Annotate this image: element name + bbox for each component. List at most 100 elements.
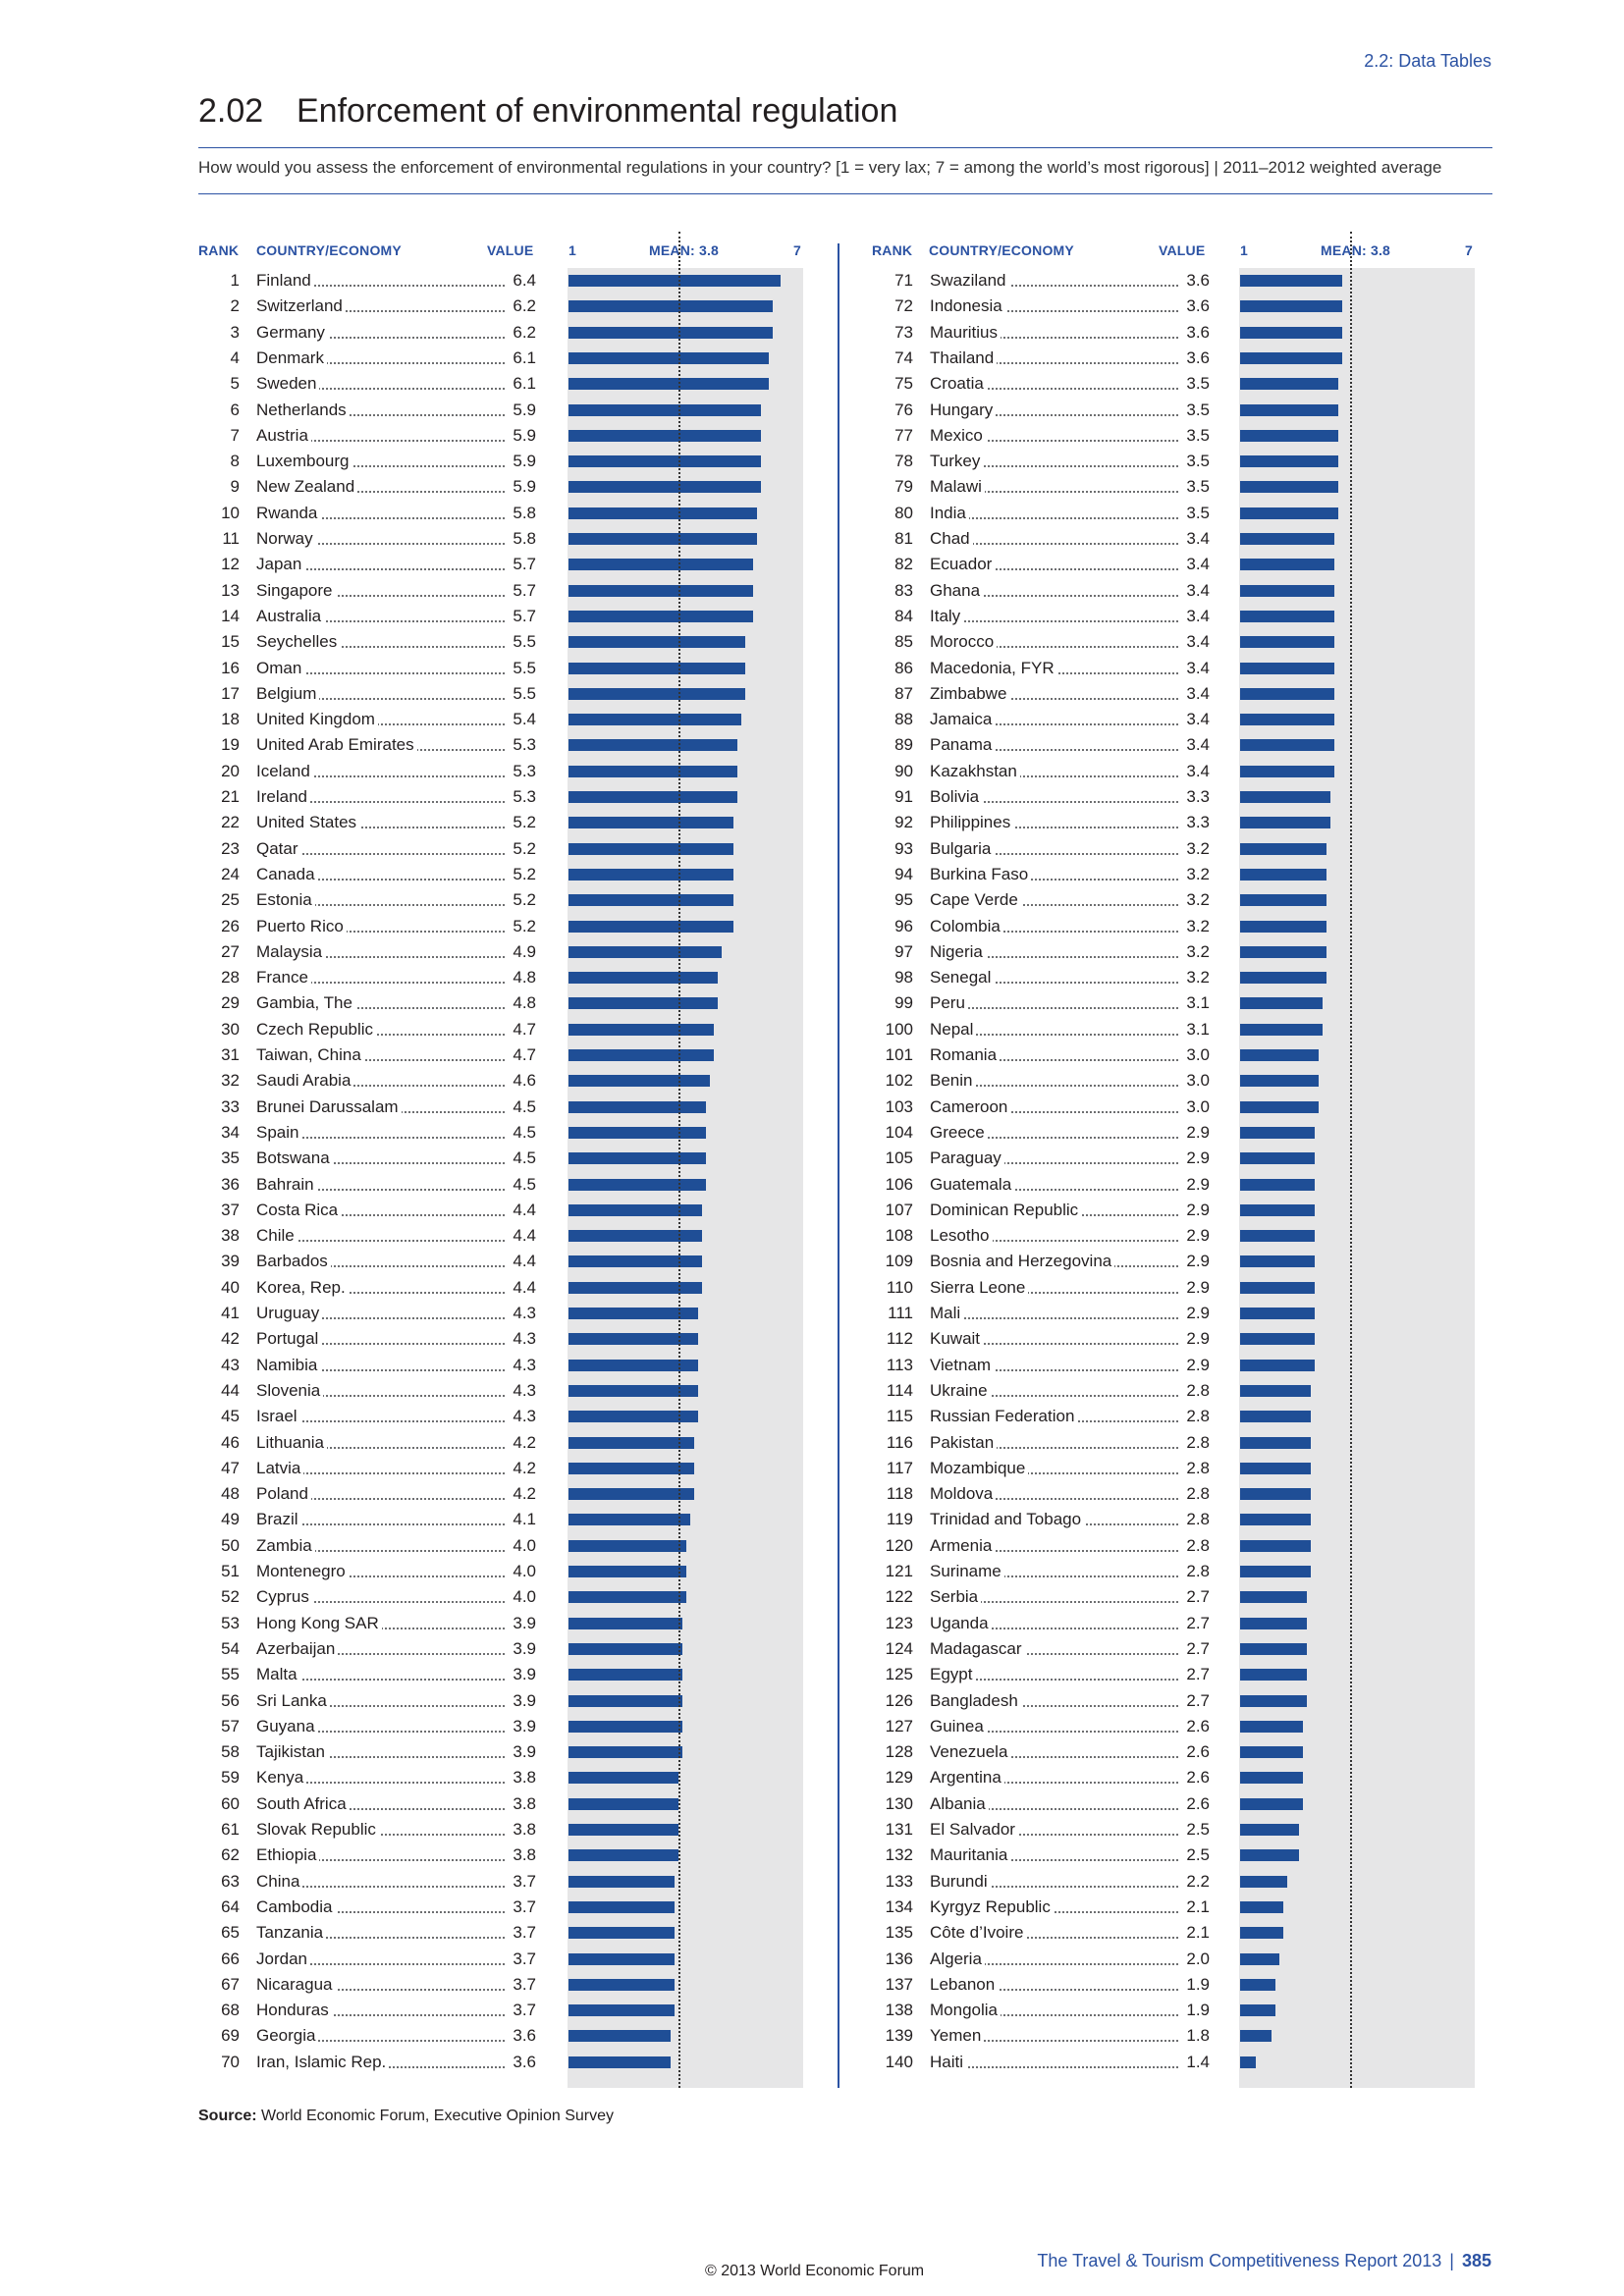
rank-cell: 74 — [894, 347, 913, 367]
value-bar — [1240, 1797, 1303, 1810]
country-cell: India — [930, 501, 1209, 526]
value-cell: 4.4 — [507, 1249, 536, 1275]
rank-cell: 58 — [221, 1742, 240, 1762]
value-bar — [568, 894, 733, 907]
table-row: 56 Sri Lanka 3.9 — [198, 1687, 804, 1714]
country-name: Netherlands — [256, 400, 350, 419]
table-row: 84 Italy 3.4 — [872, 603, 1476, 629]
dot-leader — [256, 697, 535, 700]
dot-leader — [930, 1317, 1209, 1319]
dot-leader — [256, 852, 535, 855]
value-cell: 3.5 — [1180, 422, 1210, 449]
rank-cell: 124 — [885, 1638, 913, 1658]
value-bar — [568, 1746, 682, 1759]
dot-leader — [930, 543, 1209, 545]
value-bar — [1240, 1384, 1311, 1397]
value-cell: 3.9 — [507, 1713, 536, 1739]
value-bar — [1240, 1514, 1311, 1526]
table-row: 108 Lesotho 2.9 — [872, 1223, 1476, 1250]
country-cell: Sweden — [256, 371, 535, 397]
dot-leader — [930, 2014, 1209, 2017]
value-cell: 5.5 — [507, 680, 536, 707]
country-cell: Honduras — [256, 1998, 535, 2023]
country-cell: New Zealand — [256, 474, 535, 500]
dot-leader — [256, 1394, 535, 1397]
rank-cell: 82 — [894, 555, 913, 574]
country-cell: Malaysia — [256, 939, 535, 965]
country-name: Colombia — [930, 916, 1003, 935]
value-bar — [1240, 2056, 1256, 2068]
country-name: Gambia, The — [256, 993, 355, 1013]
rank-cell: 6 — [230, 400, 240, 419]
country-name: Korea, Rep. — [256, 1277, 349, 1297]
table-row: 140 Haiti 1.4 — [872, 2049, 1476, 2075]
country-name: Ukraine — [930, 1380, 991, 1400]
country-name: Nicaragua — [256, 1974, 336, 1994]
dot-leader — [930, 1188, 1209, 1191]
value-cell: 4.4 — [507, 1274, 536, 1301]
value-bar — [1240, 300, 1342, 313]
country-cell: Iceland — [256, 759, 535, 784]
chart-panel-right — [1239, 268, 1475, 2088]
table-row: 69 Georgia 3.6 — [198, 2023, 804, 2050]
country-name: New Zealand — [256, 477, 358, 497]
value-cell: 3.4 — [1180, 732, 1210, 759]
country-cell: Guyana — [256, 1714, 535, 1739]
country-cell: Cambodia — [256, 1895, 535, 1920]
mean-header-right: MEAN: 3.8 — [1321, 242, 1391, 258]
country-name: France — [256, 968, 311, 988]
dot-leader — [256, 1343, 535, 1346]
value-bar — [568, 1126, 706, 1139]
rank-cell: 9 — [230, 477, 240, 497]
dot-leader — [256, 310, 535, 313]
country-cell: Costa Rica — [256, 1198, 535, 1223]
table-row: 133 Burundi 2.2 — [872, 1868, 1476, 1895]
country-name: Jamaica — [930, 710, 996, 729]
country-name: India — [930, 503, 969, 522]
country-cell: Mali — [930, 1301, 1209, 1326]
value-cell: 3.9 — [507, 1739, 536, 1766]
rank-cell: 39 — [221, 1252, 240, 1271]
dot-leader — [256, 1240, 535, 1243]
rank-cell: 125 — [885, 1665, 913, 1684]
value-bar — [568, 1023, 714, 1036]
value-cell: 2.0 — [1180, 1946, 1210, 1972]
rank-cell: 118 — [886, 1484, 913, 1504]
country-name: Lesotho — [930, 1226, 993, 1246]
value-cell: 3.4 — [1180, 655, 1210, 681]
value-bar — [1240, 1952, 1279, 1965]
table-row: 81 Chad 3.4 — [872, 526, 1476, 552]
value-cell: 5.2 — [507, 913, 536, 939]
table-row: 87 Zimbabwe 3.4 — [872, 680, 1476, 707]
value-bar — [568, 429, 761, 442]
country-cell: Montenegro — [256, 1559, 535, 1584]
dot-leader — [930, 285, 1209, 287]
value-cell: 6.4 — [507, 268, 536, 294]
value-bar — [1240, 842, 1326, 855]
value-bar — [568, 687, 745, 700]
value-bar — [1240, 739, 1334, 752]
country-name: Peru — [930, 993, 968, 1013]
country-cell: Slovak Republic — [256, 1817, 535, 1842]
country-name: Montenegro — [256, 1562, 349, 1580]
dot-leader — [256, 1420, 535, 1423]
country-name: Iceland — [256, 761, 313, 780]
dot-leader — [256, 1652, 535, 1655]
value-cell: 3.6 — [507, 2049, 536, 2075]
value-bar — [568, 1281, 702, 1294]
rank-cell: 116 — [886, 1432, 913, 1452]
dot-leader — [256, 2065, 535, 2068]
value-cell: 3.7 — [507, 1894, 536, 1920]
country-cell: Germany — [256, 320, 535, 346]
table-row: 75 Croatia 3.5 — [872, 371, 1476, 398]
value-cell: 1.9 — [1180, 1971, 1210, 1998]
country-cell: Latvia — [256, 1456, 535, 1481]
country-name: Guatemala — [930, 1174, 1015, 1194]
value-bar — [568, 1591, 686, 1604]
rank-header-left: RANK — [198, 242, 240, 258]
value-cell: 4.3 — [507, 1326, 536, 1353]
dot-leader — [930, 310, 1209, 313]
dot-leader — [930, 801, 1209, 803]
dot-leader — [256, 516, 535, 519]
dot-leader — [256, 1317, 535, 1319]
